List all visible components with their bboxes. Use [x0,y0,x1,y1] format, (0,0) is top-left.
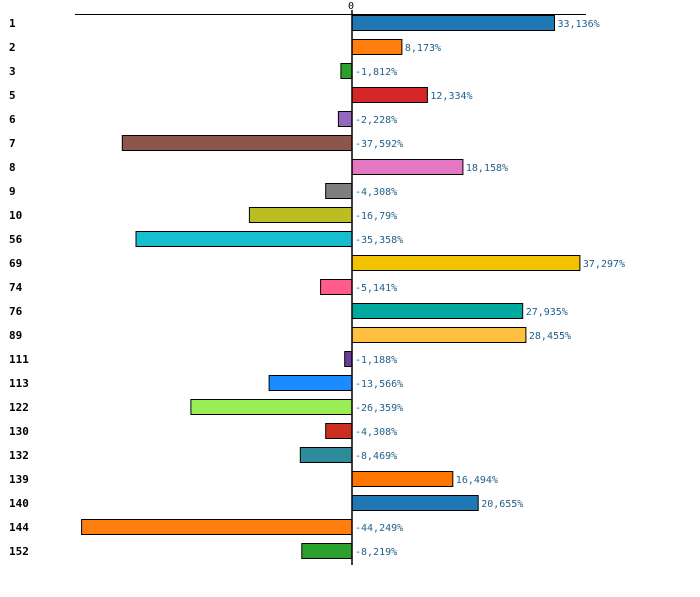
bar-130 [325,423,353,439]
category-label-1: 1 [9,17,16,30]
bar-132 [299,447,353,463]
category-label-5: 5 [9,89,16,102]
bar-140 [351,495,479,511]
category-label-56: 56 [9,233,23,246]
category-label-3: 3 [9,65,16,78]
value-label-9: -4,308% [355,187,397,198]
bar-6 [337,111,353,127]
category-label-140: 140 [9,497,29,510]
bar-152 [301,543,353,559]
bar-144 [81,519,353,535]
bar-1 [351,15,555,31]
labels-layer: 1 33,136% 2 8,173% 3 -1,812% 5 12,334% 6 -2,228% 7… [9,17,625,558]
value-label-111: -1,188% [355,355,397,366]
value-label-3: -1,812% [355,67,397,78]
value-label-56: -35,358% [355,235,403,246]
category-label-122: 122 [9,401,29,414]
category-label-111: 111 [9,353,29,366]
category-label-74: 74 [9,281,23,294]
bar-76 [351,303,524,319]
value-label-69: 37,297% [583,259,625,270]
value-label-6: -2,228% [355,115,397,126]
bar-9 [325,183,353,199]
category-label-76: 76 [9,305,23,318]
value-label-139: 16,494% [456,475,498,486]
category-label-113: 113 [9,377,29,390]
value-label-74: -5,141% [355,283,397,294]
value-label-2: 8,173% [405,43,441,54]
bar-111 [344,351,353,367]
zero-tick-label: 0 [348,1,354,12]
value-label-130: -4,308% [355,427,397,438]
category-label-7: 7 [9,137,16,150]
bar-3 [340,63,353,79]
bar-89 [351,327,527,343]
category-label-139: 139 [9,473,29,486]
category-label-132: 132 [9,449,29,462]
category-label-9: 9 [9,185,16,198]
value-label-144: -44,249% [355,523,403,534]
bar-139 [351,471,454,487]
category-label-2: 2 [9,41,16,54]
bar-69 [351,255,581,271]
value-label-1: 33,136% [558,19,600,30]
value-label-132: -8,469% [355,451,397,462]
bar-122 [190,399,353,415]
value-label-113: -13,566% [355,379,403,390]
category-label-69: 69 [9,257,22,270]
bar-10 [248,207,353,223]
value-label-140: 20,655% [481,499,523,510]
category-label-10: 10 [9,209,22,222]
category-label-130: 130 [9,425,29,438]
value-label-10: -16,79% [355,211,397,222]
bar-5 [351,87,428,103]
category-label-152: 152 [9,545,29,558]
value-label-89: 28,455% [529,331,571,342]
category-label-144: 144 [9,521,29,534]
value-label-152: -8,219% [355,547,397,558]
value-label-5: 12,334% [430,91,472,102]
category-label-6: 6 [9,113,16,126]
bar-7 [121,135,353,151]
value-label-8: 18,158% [466,163,508,174]
value-label-7: -37,592% [355,139,403,150]
bar-2 [351,39,403,55]
bar-56 [135,231,353,247]
value-label-122: -26,359% [355,403,403,414]
category-label-8: 8 [9,161,16,174]
bar-113 [268,375,353,391]
bar-8 [351,159,464,175]
value-label-76: 27,935% [526,307,568,318]
category-label-89: 89 [9,329,22,342]
bar-74 [320,279,353,295]
bars-layer [81,15,581,559]
